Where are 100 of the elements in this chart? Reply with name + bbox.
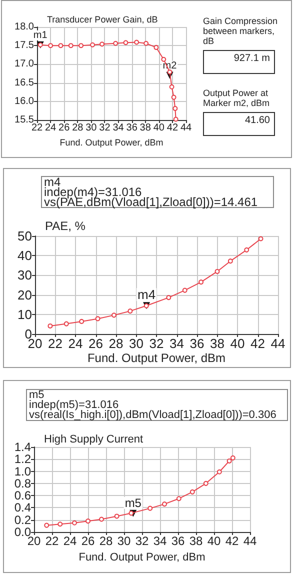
y-tick-label: 40 — [18, 248, 32, 264]
y-tick-label: 30 — [18, 268, 32, 283]
text: 927.1 m — [203, 50, 275, 74]
x-tick-label: 38 — [210, 336, 224, 351]
x-axis-title: Fund. Output Power, dBm — [78, 552, 206, 564]
x-tick-label: 30 — [129, 336, 144, 351]
x-tick-label: 30 — [86, 122, 98, 134]
point — [44, 522, 50, 528]
point — [162, 502, 167, 507]
point — [182, 288, 188, 293]
x-tick-label: 28 — [108, 336, 124, 351]
x-tick-label: 38 — [140, 122, 152, 134]
text: indep(m4)=31.016 — [44, 185, 142, 199]
x-tick-label: 28 — [72, 122, 84, 134]
x-tick-label: 44 — [243, 534, 257, 548]
point — [258, 236, 264, 242]
text: 41.60 — [203, 112, 275, 136]
point — [169, 84, 174, 90]
point — [79, 318, 84, 324]
x-tick-label: 40 — [230, 336, 245, 351]
point — [123, 40, 128, 46]
y-tick-label: 16.0 — [14, 96, 34, 107]
text: m5 — [29, 389, 44, 401]
y-tick-label: 18.0 — [14, 22, 34, 32]
x-tick-label: 44 — [180, 122, 192, 134]
y-tick-label: 1.2 — [14, 452, 32, 466]
point — [230, 455, 236, 460]
point — [154, 44, 159, 50]
x-tick-label: 40 — [153, 122, 165, 134]
text: Gain Compression between markers, dB — [203, 16, 279, 46]
text: Output Power at Marker m2, dBm — [203, 88, 271, 108]
x-tick-label: 24 — [68, 336, 83, 351]
y-tick-label: 0.8 — [14, 476, 32, 490]
y-tick-label: 20 — [18, 287, 32, 302]
x-tick-label: 32 — [135, 534, 149, 548]
chart-title: High Supply Current — [44, 434, 144, 446]
y-tick-label: 1.0 — [14, 464, 32, 478]
point — [190, 489, 195, 494]
point — [244, 247, 250, 252]
y-tick-label: 17.5 — [14, 40, 34, 52]
point — [216, 469, 222, 474]
point — [48, 43, 54, 48]
annotation: m4 — [138, 287, 156, 302]
x-tick-label: 22 — [45, 534, 59, 548]
y-tick-label: 0.6 — [14, 488, 32, 503]
x-axis-title: Fund. Output Power, dBm — [60, 138, 164, 148]
y-tick-label: 16.5 — [14, 77, 34, 88]
x-tick-label: 32 — [149, 336, 164, 351]
x-tick-label: 28 — [99, 534, 113, 548]
point — [176, 496, 182, 502]
y-tick-label: 50 — [18, 228, 32, 244]
point — [128, 308, 133, 314]
x-tick-label: 24 — [44, 122, 57, 134]
x-tick-label: 44 — [270, 336, 286, 351]
x-tick-label: 38 — [189, 534, 203, 548]
point — [100, 42, 105, 47]
text: vs(real(Is_high.i[0]),dBm(Vload[1],Zload[0]))=0.306 — [29, 409, 278, 421]
x-tick-label: 42 — [250, 336, 265, 351]
point — [99, 516, 104, 522]
x-tick-label: 36 — [171, 534, 185, 548]
y-tick-label: 10 — [18, 306, 32, 322]
chart-title: Transducer Power Gain, dB — [47, 14, 158, 24]
y-tick-label: 0.4 — [14, 500, 32, 515]
point — [128, 510, 134, 516]
x-tick-label: 24 — [63, 534, 77, 548]
x-tick-label: 34 — [153, 534, 167, 548]
point — [161, 56, 166, 62]
y-tick-label: 0.2 — [14, 512, 32, 527]
y-tick-label: 17.0 — [14, 58, 34, 70]
point — [72, 520, 77, 526]
point — [68, 43, 74, 48]
x-tick-label: 40 — [207, 534, 221, 548]
point — [148, 506, 153, 511]
point — [58, 522, 63, 527]
x-tick-label: 30 — [117, 534, 131, 548]
x-tick-label: 26 — [58, 122, 70, 134]
x-tick-label: 34 — [112, 122, 124, 134]
point — [58, 43, 64, 48]
point — [226, 458, 232, 464]
point — [111, 312, 116, 318]
point — [173, 116, 178, 122]
x-tick-label: 22 — [31, 122, 43, 134]
point — [95, 316, 100, 322]
text: indep(m5)=31.016 — [29, 399, 119, 411]
x-tick-label: 26 — [88, 336, 103, 351]
point — [64, 321, 69, 326]
point — [171, 94, 176, 100]
point — [214, 268, 220, 274]
point — [198, 280, 204, 285]
x-tick-label: 36 — [126, 122, 138, 134]
point — [172, 106, 178, 111]
x-tick-label: 42 — [166, 122, 178, 134]
x-tick-label: 26 — [81, 534, 95, 548]
point — [166, 295, 172, 300]
x-axis-title: Fund. Output Power, dBm — [87, 351, 226, 365]
point — [228, 258, 233, 264]
y-tick-label: 1.4 — [14, 440, 32, 454]
point — [113, 40, 118, 46]
point — [134, 40, 140, 45]
x-tick-label: 22 — [48, 336, 62, 351]
